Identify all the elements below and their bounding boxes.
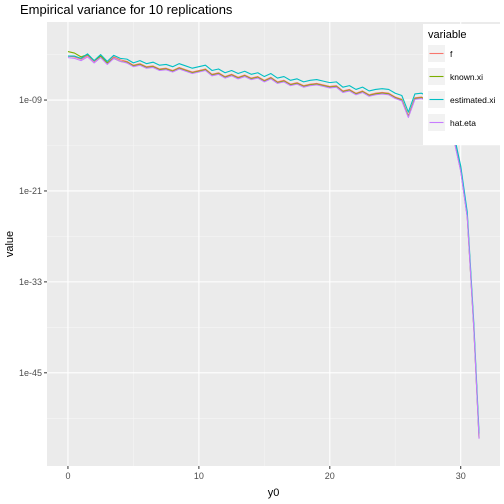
y-tick-label: 1e-09 — [19, 95, 42, 105]
legend-label: f — [450, 49, 453, 59]
x-tick-label: 0 — [65, 471, 70, 481]
y-tick-label: 1e-21 — [19, 186, 42, 196]
y-tick-label: 1e-45 — [19, 368, 42, 378]
x-tick-label: 30 — [456, 471, 466, 481]
y-tick-label: 1e-33 — [19, 277, 42, 287]
legend: variable f known.xi estimated.xi hat.eta — [423, 24, 504, 145]
legend-title: variable — [428, 29, 467, 41]
x-tick-label: 20 — [325, 471, 335, 481]
series-line-estimated-xi — [67, 53, 480, 434]
x-axis-label: y0 — [268, 487, 280, 499]
y-axis-label: value — [4, 231, 16, 257]
x-tick-label: 10 — [194, 471, 204, 481]
x-axis: 0 10 20 30 — [65, 466, 466, 481]
legend-label: hat.eta — [450, 118, 476, 128]
grid-major — [47, 22, 500, 466]
grid-minor — [47, 22, 500, 466]
y-axis: 1e-09 1e-21 1e-33 1e-45 — [19, 95, 47, 378]
legend-label: known.xi — [450, 72, 483, 82]
series-line-hat-eta — [67, 56, 480, 439]
chart-title: Empirical variance for 10 replications — [20, 2, 233, 17]
series-lines — [67, 51, 480, 439]
legend-items: f known.xi estimated.xi hat.eta — [428, 45, 495, 131]
legend-label: estimated.xi — [450, 95, 495, 105]
